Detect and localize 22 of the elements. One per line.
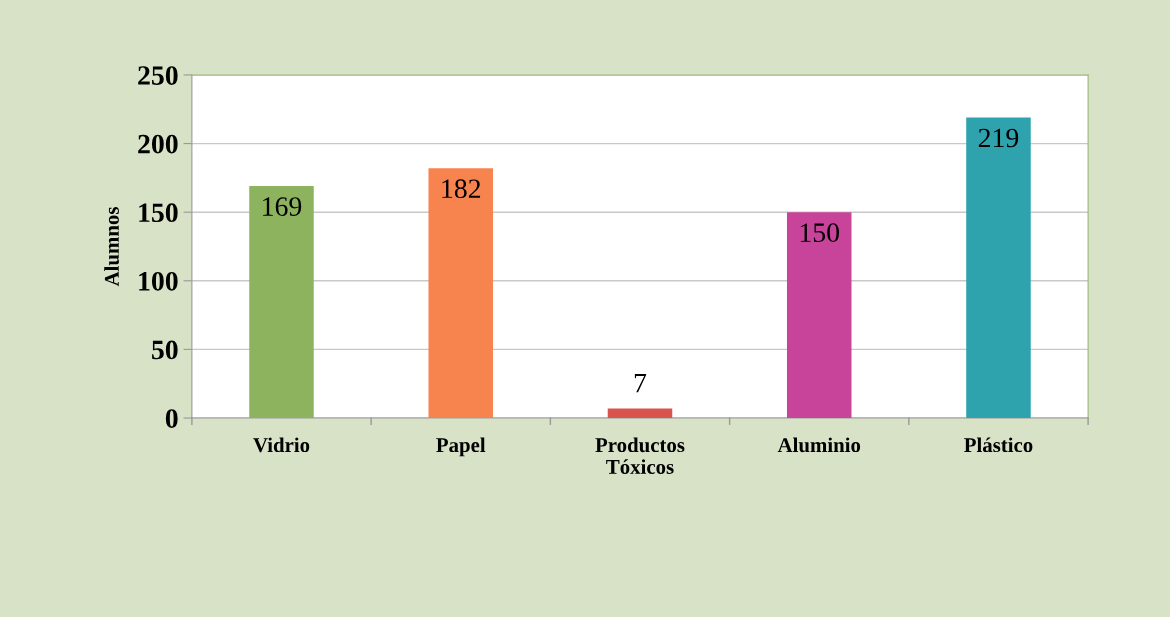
- x-tick-label: Aluminio: [777, 437, 861, 453]
- y-tick-label: 100: [139, 271, 178, 291]
- data-label: 219: [978, 128, 1019, 148]
- y-tick-label: 200: [138, 134, 178, 154]
- y-tick-label: 50: [152, 340, 178, 360]
- y-axis-title: Alumnos: [104, 207, 119, 287]
- x-tick-label: Papel: [436, 437, 486, 457]
- data-label: 182: [442, 179, 481, 199]
- data-label: 169: [263, 197, 302, 216]
- bar: [607, 408, 673, 419]
- bar: [249, 186, 314, 419]
- y-tick-label: 0: [165, 409, 178, 428]
- x-tick-label: Productos Tóxicos: [595, 437, 685, 474]
- y-tick-label: 250: [138, 66, 178, 85]
- bar: [428, 168, 494, 419]
- x-tick-label: Plástico: [964, 437, 1033, 453]
- bar: [786, 212, 852, 419]
- bar: [966, 117, 1031, 419]
- x-tick-label: Vidrio: [253, 437, 310, 453]
- data-label: 7: [634, 374, 647, 393]
- data-label: 150: [800, 223, 840, 243]
- y-tick-label: 150: [139, 203, 178, 223]
